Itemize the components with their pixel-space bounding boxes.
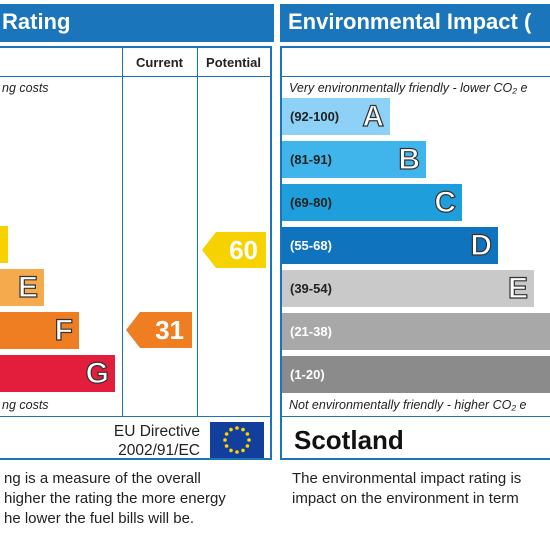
environment-rating-table: Very environmentally friendly - lower CO… bbox=[280, 46, 550, 460]
environment-top-note: Very environmentally friendly - lower CO… bbox=[289, 81, 528, 95]
environment-panel-header: Environmental Impact ( bbox=[280, 4, 550, 42]
env-band-f-range: (21-38) bbox=[290, 324, 332, 339]
env-table-footer-divider bbox=[282, 416, 550, 417]
env-band-e-letter: E bbox=[507, 271, 528, 305]
eu-directive-line1: EU Directive bbox=[113, 423, 200, 440]
potential-rating-value: 60 bbox=[229, 235, 258, 265]
current-rating-arrow bbox=[126, 312, 192, 348]
potential-column-divider bbox=[197, 48, 198, 416]
energy-band-g: G bbox=[0, 355, 115, 392]
energy-panel-header: Rating bbox=[0, 4, 274, 42]
env-band-a-range: (92-100) bbox=[290, 109, 340, 124]
energy-panel-title: Rating bbox=[2, 9, 71, 34]
eu-flag-icon bbox=[210, 422, 264, 458]
environment-description: The environmental impact rating is impac… bbox=[292, 469, 550, 509]
env-band-g: (1-20) bbox=[282, 356, 550, 393]
env-band-f: (21-38) F bbox=[282, 313, 550, 350]
energy-band-e-letter: E bbox=[17, 270, 38, 304]
eu-directive-text: EU Directive 2002/91/EC bbox=[88, 422, 200, 460]
energy-top-note: ng costs bbox=[2, 81, 49, 95]
energy-band-e: E bbox=[0, 269, 44, 306]
current-rating-value: 31 bbox=[155, 315, 184, 345]
env-table-header-divider bbox=[282, 76, 550, 77]
env-band-a-letter: A bbox=[362, 99, 385, 133]
env-band-d: (55-68) D bbox=[282, 227, 498, 264]
env-band-e: (39-54) E bbox=[282, 270, 534, 307]
table-header-divider bbox=[0, 76, 270, 77]
env-band-a: (92-100) A bbox=[282, 98, 390, 135]
energy-description: ng is a measure of the overall higher th… bbox=[4, 469, 272, 529]
country-label: Scotland bbox=[294, 425, 404, 455]
environment-panel-title: Environmental Impact ( bbox=[288, 9, 532, 34]
eu-directive-line2: 2002/91/EC bbox=[118, 442, 200, 459]
potential-column-header: Potential bbox=[206, 55, 261, 70]
env-band-c-range: (69-80) bbox=[290, 195, 332, 210]
environment-bottom-note: Not environmentally friendly - higher CO… bbox=[289, 398, 527, 412]
energy-bottom-note: ng costs bbox=[2, 398, 49, 412]
environment-description-line1: The environmental impact rating is bbox=[292, 470, 522, 487]
env-band-b-letter: B bbox=[398, 142, 421, 176]
table-footer-divider bbox=[0, 416, 270, 417]
env-band-g-range: (1-20) bbox=[290, 367, 325, 382]
energy-description-line1: ng is a measure of the overall bbox=[4, 470, 201, 487]
env-band-c-letter: C bbox=[434, 185, 457, 219]
energy-band-f: F bbox=[0, 312, 79, 349]
env-band-e-range: (39-54) bbox=[290, 281, 332, 296]
env-band-b-range: (81-91) bbox=[290, 152, 332, 167]
energy-description-line2: higher the rating the more energy bbox=[4, 490, 226, 507]
env-band-d-letter: D bbox=[470, 228, 493, 262]
energy-band-f-letter: F bbox=[54, 313, 74, 347]
current-column-header: Current bbox=[136, 55, 183, 70]
potential-rating-arrow bbox=[202, 232, 266, 268]
energy-description-line3: he lower the fuel bills will be. bbox=[4, 510, 195, 527]
energy-rating-table: Current Potential ng costs E F G 31 60 n… bbox=[0, 46, 272, 460]
env-band-d-range: (55-68) bbox=[290, 238, 332, 253]
env-band-c: (69-80) C bbox=[282, 184, 462, 221]
current-column-divider bbox=[122, 48, 123, 416]
energy-band-g-letter: G bbox=[85, 356, 110, 390]
energy-band-d bbox=[0, 226, 8, 263]
environment-description-line2: impact on the environment in term bbox=[292, 490, 519, 507]
env-band-b: (81-91) B bbox=[282, 141, 426, 178]
